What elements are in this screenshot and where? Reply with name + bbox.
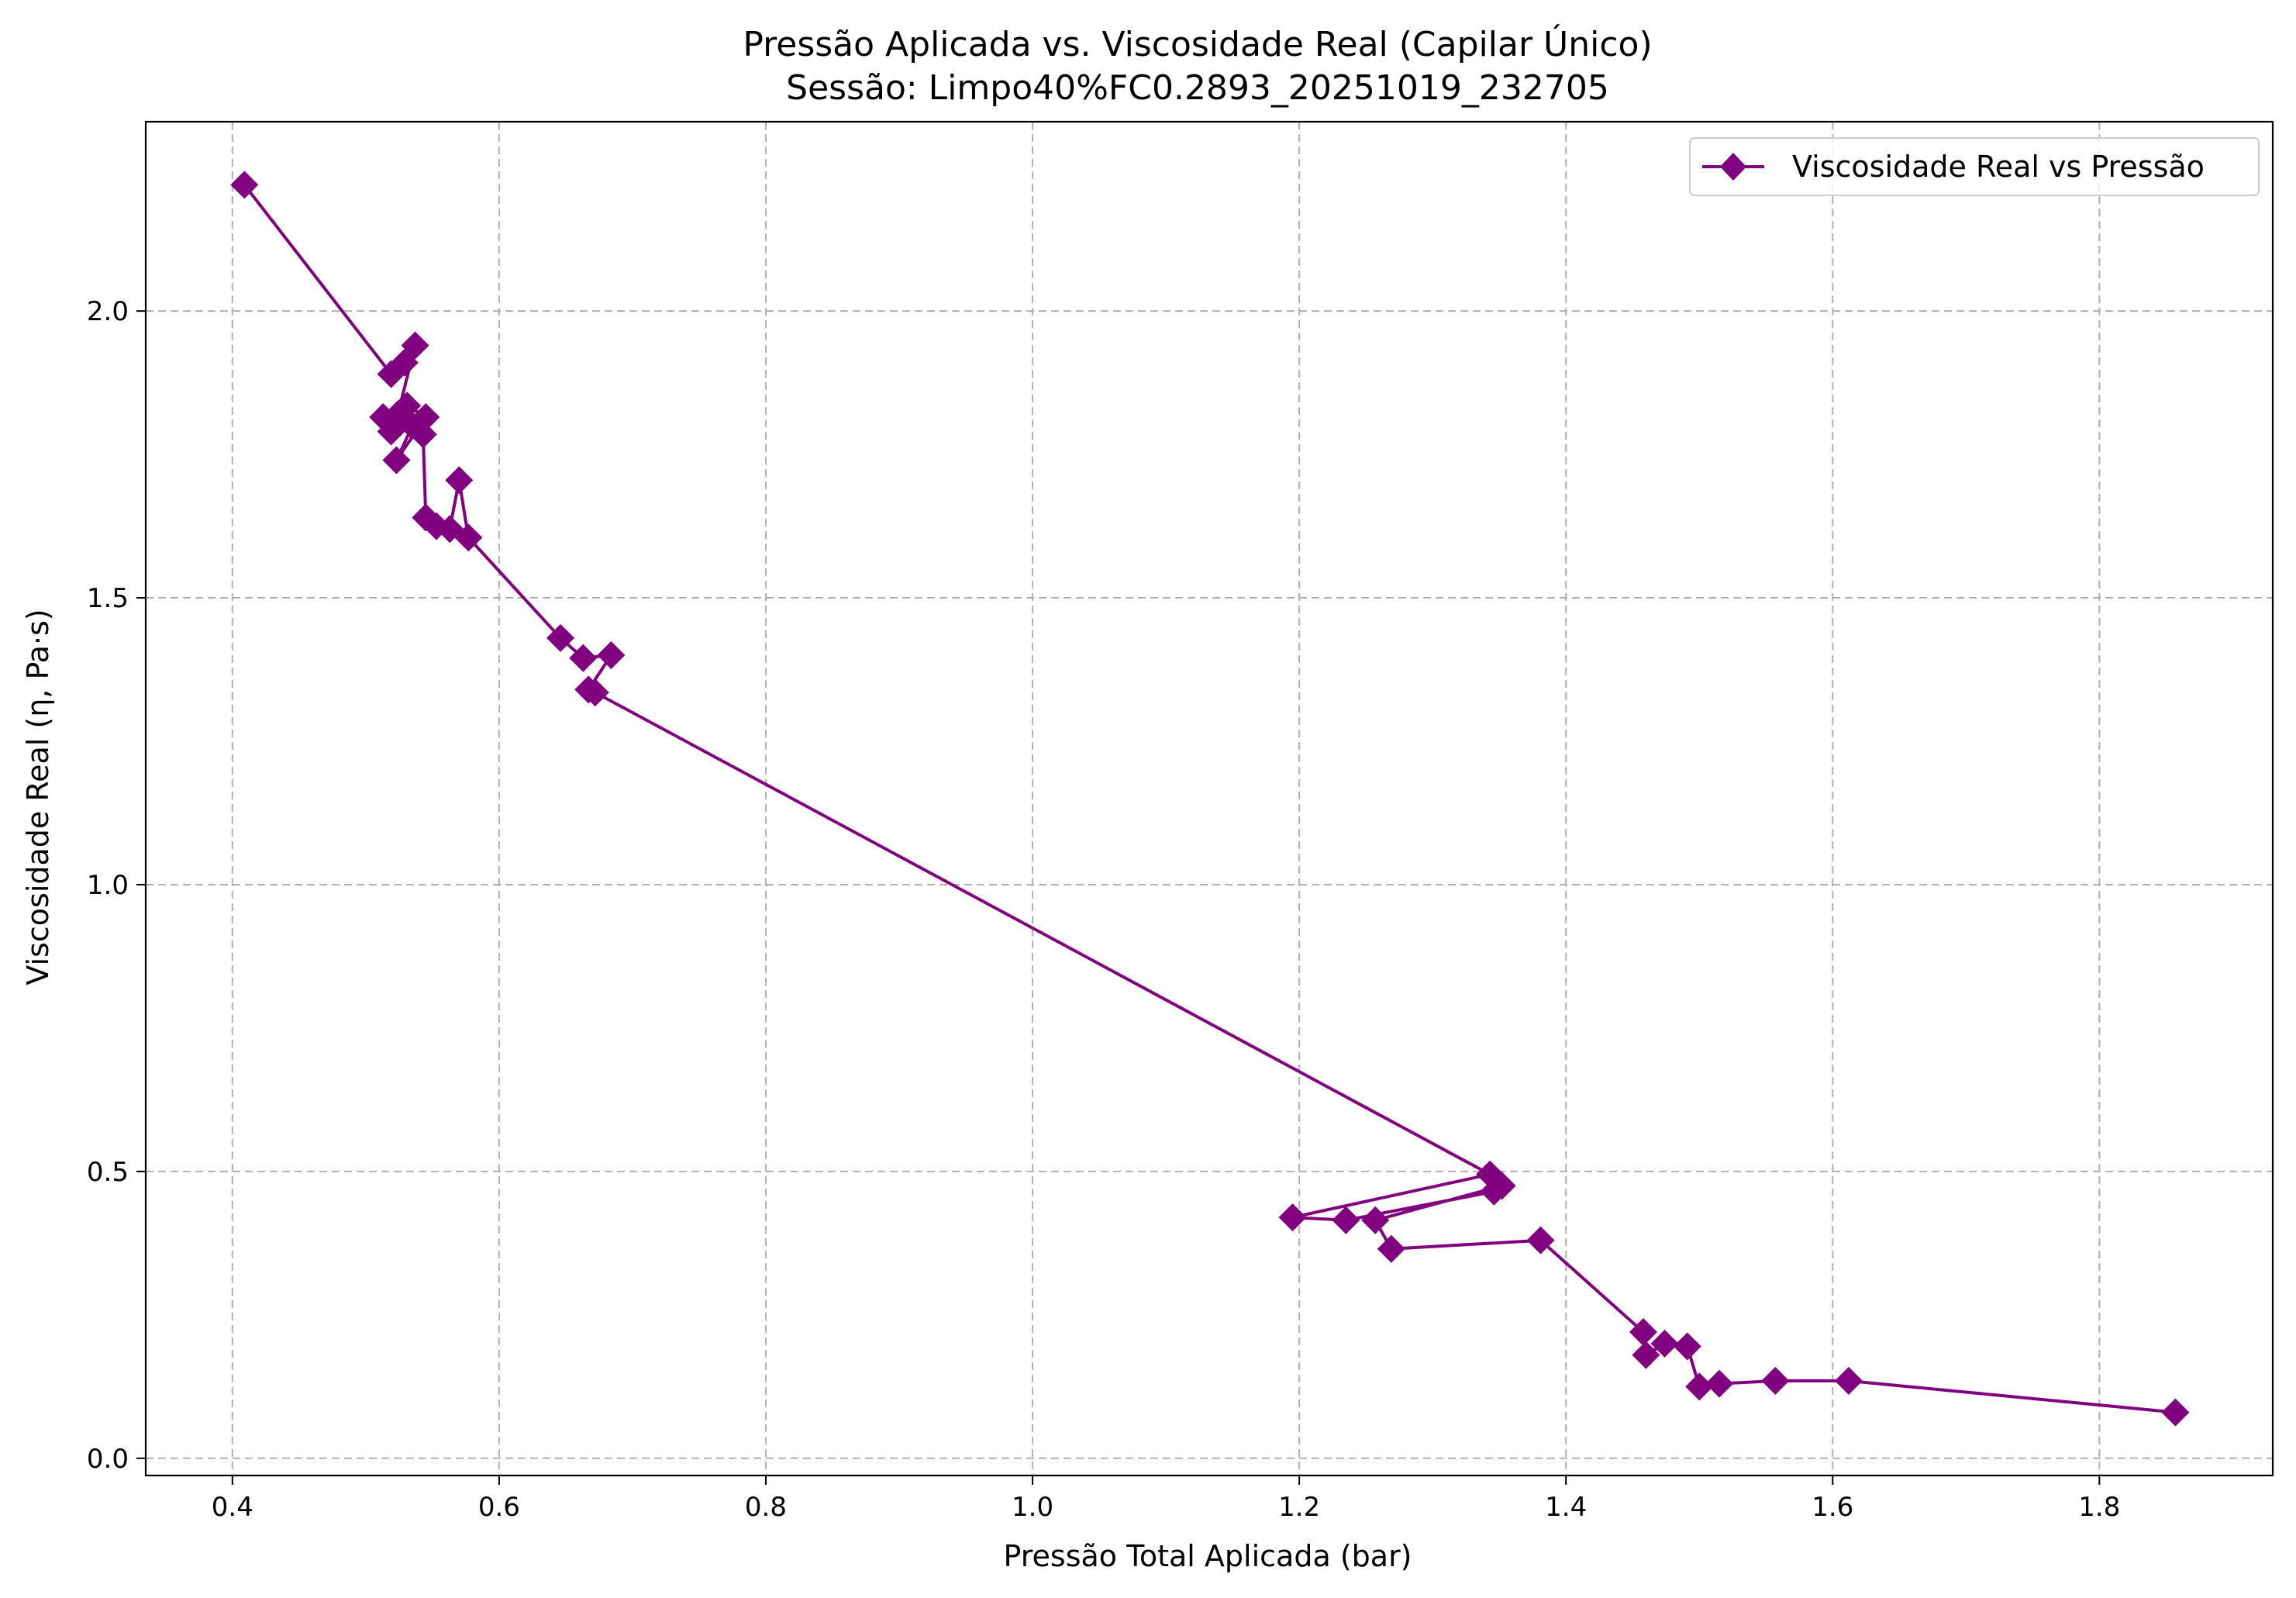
data-point-marker <box>1278 1203 1307 1232</box>
y-axis-ticks: 0.0 0.5 1.0 1.5 2.0 <box>87 296 146 1475</box>
chart-subtitle: Sessão: Limpo40%FC0.2893_20251019_232705 <box>786 68 1609 108</box>
x-tick-label: 1.0 <box>1012 1492 1053 1523</box>
data-point-marker <box>1650 1329 1679 1358</box>
legend-entry-label: Viscosidade Real vs Pressão <box>1792 150 2205 184</box>
y-tick-label: 2.0 <box>87 296 129 327</box>
data-point-marker <box>569 644 598 672</box>
data-point-marker <box>1673 1332 1701 1361</box>
data-point-marker <box>401 331 429 360</box>
data-point-marker <box>1629 1318 1657 1347</box>
data-point-marker <box>1361 1206 1390 1234</box>
plot-area-frame <box>144 120 2274 1477</box>
x-tick-label: 1.4 <box>1545 1492 1587 1523</box>
x-tick-label: 0.6 <box>478 1492 520 1523</box>
x-tick-label: 1.8 <box>2078 1492 2120 1523</box>
y-tick-label: 1.5 <box>87 583 129 614</box>
x-tick-label: 0.8 <box>745 1492 787 1523</box>
data-point-marker <box>445 466 474 495</box>
data-point-marker <box>454 523 483 552</box>
data-point-marker <box>377 417 405 446</box>
x-axis-label: Pressão Total Aplicada (bar) <box>1003 1539 1412 1573</box>
data-series <box>230 171 2190 1427</box>
y-tick-label: 1.0 <box>87 870 129 901</box>
y-axis-label: Viscosidade Real (η, Pa·s) <box>21 609 55 985</box>
data-point-marker <box>393 392 422 420</box>
data-point-marker <box>409 420 437 449</box>
legend: Viscosidade Real vs Pressão <box>1689 137 2260 196</box>
data-point-marker <box>546 623 575 652</box>
y-tick-label: 0.5 <box>87 1157 129 1188</box>
data-point-marker <box>382 446 411 475</box>
x-tick-label: 1.6 <box>1812 1492 1853 1523</box>
data-point-marker <box>1488 1172 1516 1200</box>
x-tick-label: 1.2 <box>1278 1492 1320 1523</box>
data-point-marker <box>1761 1366 1790 1395</box>
data-point-marker <box>1705 1369 1734 1398</box>
legend-box <box>1689 137 2260 196</box>
y-tick-label: 0.0 <box>87 1444 129 1475</box>
data-point-marker <box>1834 1366 1863 1395</box>
data-point-marker <box>597 641 626 670</box>
data-point-marker <box>230 171 259 199</box>
x-tick-label: 0.4 <box>212 1492 253 1523</box>
grid-lines <box>146 122 2273 1475</box>
series-line <box>243 184 2176 1414</box>
legend-diamond-icon <box>1720 153 1746 181</box>
data-point-marker <box>2161 1398 2190 1427</box>
x-axis-ticks: 0.4 0.6 0.8 1.0 1.2 1.4 1.6 1.8 <box>212 1475 2120 1523</box>
data-point-marker <box>1526 1226 1555 1255</box>
data-point-marker <box>1632 1341 1660 1369</box>
data-point-marker <box>1685 1372 1714 1401</box>
data-point-marker <box>1332 1206 1360 1234</box>
data-point-marker <box>581 678 609 707</box>
chart-title: Pressão Aplicada vs. Viscosidade Real (C… <box>743 23 1652 64</box>
data-point-marker <box>1377 1234 1405 1263</box>
